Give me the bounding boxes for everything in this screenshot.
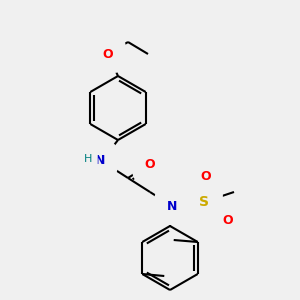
Text: O: O xyxy=(103,47,113,61)
Text: S: S xyxy=(199,195,209,209)
Text: O: O xyxy=(201,169,211,182)
Text: O: O xyxy=(145,158,155,170)
Text: H: H xyxy=(84,154,92,164)
Text: O: O xyxy=(223,214,233,226)
Text: N: N xyxy=(167,200,177,212)
Text: N: N xyxy=(95,154,105,166)
